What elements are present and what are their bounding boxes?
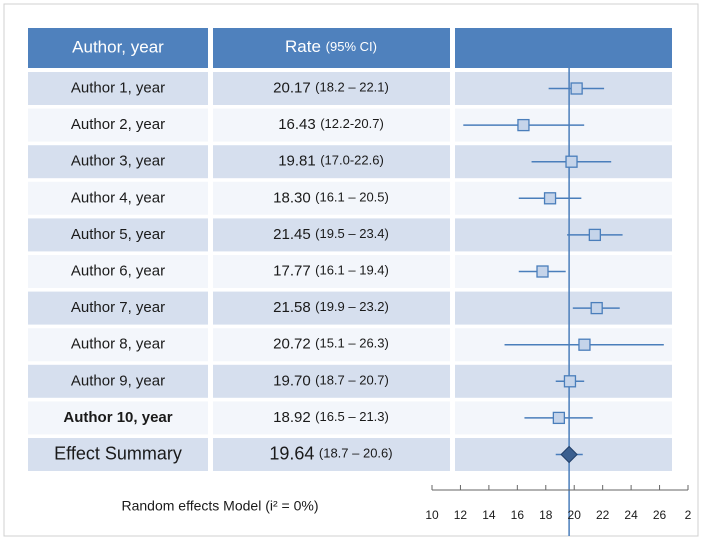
row-cell: [28, 364, 208, 398]
rate-text: 21.45 (19.5 – 23.4): [273, 226, 389, 243]
rate-value: 16.43: [278, 116, 316, 133]
rate-value: 20.17: [273, 79, 311, 96]
rate-value: 18.30: [273, 189, 311, 206]
row-cell: [28, 108, 208, 142]
header-cell: [213, 28, 450, 68]
row-cell: [455, 291, 672, 325]
ci-text: (12.2-20.7): [320, 117, 384, 132]
rate-text: 18.30 (16.1 – 20.5): [273, 189, 389, 206]
rate-value: 21.58: [273, 299, 311, 316]
x-tick-label: 18: [539, 508, 553, 522]
row-cell: [213, 218, 450, 252]
rate-text: 20.17 (18.2 – 22.1): [273, 79, 389, 96]
rate-text: 20.72 (15.1 – 26.3): [273, 336, 389, 353]
row-cell: [213, 364, 450, 398]
study-label: Author 2, year: [71, 116, 165, 133]
rate-text: 19.70 (18.7 – 20.7): [273, 372, 389, 389]
point-marker: [565, 155, 578, 168]
row-cell: [213, 145, 450, 179]
ci-text: (18.7 – 20.6): [319, 446, 393, 461]
study-label: Author 5, year: [71, 226, 165, 243]
point-marker: [517, 118, 530, 132]
row-cell: [213, 401, 450, 435]
row-cell: [213, 181, 450, 215]
x-tick-label: 14: [482, 508, 496, 522]
header-cell: [455, 28, 672, 68]
ci-text: (15.1 – 26.3): [315, 336, 389, 351]
study-label: Author 10, year: [63, 409, 172, 426]
rate-text: 18.92 (16.5 – 21.3): [273, 409, 389, 426]
ci-text: (16.1 – 20.5): [315, 190, 389, 205]
rate-text: 17.77 (16.1 – 19.4): [273, 262, 389, 279]
row-cell: [28, 291, 208, 325]
point-marker: [543, 192, 557, 205]
x-tick-label: 20: [568, 508, 582, 522]
study-label: Effect Summary: [54, 443, 182, 463]
row-cell: [213, 328, 450, 362]
row-cell: [213, 255, 450, 288]
point-marker: [588, 228, 601, 242]
footnote: Random effects Model (i² = 0%): [122, 498, 319, 514]
study-label: Author 9, year: [71, 372, 165, 389]
point-marker: [578, 338, 591, 351]
header-author: Author, year: [72, 37, 164, 56]
row-cell: [28, 218, 208, 252]
x-tick-label: 2: [685, 508, 692, 522]
ci-text: (16.5 – 21.3): [315, 409, 389, 424]
row-cell: [28, 328, 208, 362]
row-cell: [213, 438, 450, 471]
header-ci-label: (95% CI): [326, 39, 377, 54]
rate-value: 19.64: [269, 443, 314, 463]
x-tick-label: 22: [596, 508, 610, 522]
study-label: Author 4, year: [71, 189, 165, 206]
x-tick-label: 24: [624, 508, 638, 522]
study-label: Author 1, year: [71, 79, 165, 96]
ci-text: (16.1 – 19.4): [315, 263, 389, 278]
point-marker: [536, 265, 549, 278]
summary-diamond: [560, 445, 578, 464]
x-tick-label: 16: [511, 508, 525, 522]
ci-text: (17.0-22.6): [320, 153, 384, 168]
study-label: Author 6, year: [71, 262, 165, 279]
header-rate-label: Rate: [285, 37, 321, 56]
ci-text: (19.5 – 23.4): [315, 226, 389, 241]
study-label: Author 3, year: [71, 153, 165, 170]
x-tick-label: 10: [425, 508, 439, 522]
row-cell: [213, 291, 450, 325]
x-tick-label: 26: [653, 508, 667, 522]
header-rate: Rate (95% CI): [285, 37, 377, 56]
rate-value: 20.72: [273, 336, 311, 353]
row-cell: [213, 72, 450, 105]
header-cell: [28, 28, 208, 68]
ci-text: (18.7 – 20.7): [315, 373, 389, 388]
study-label: Author 8, year: [71, 336, 165, 353]
row-cell: [28, 72, 208, 105]
rate-value: 19.81: [278, 153, 316, 170]
ci-text: (19.9 – 23.2): [315, 300, 389, 315]
rate-text: 21.58 (19.9 – 23.2): [273, 299, 389, 316]
point-marker: [590, 301, 603, 315]
rate-value: 18.92: [273, 409, 311, 426]
row-cell: [28, 401, 208, 435]
row-cell: [28, 145, 208, 179]
point-marker: [563, 375, 577, 388]
row-cell: [28, 438, 208, 471]
point-marker: [570, 82, 583, 95]
rate-value: 17.77: [273, 262, 311, 279]
x-tick-label: 12: [454, 508, 468, 522]
rate-value: 19.70: [273, 372, 311, 389]
row-cell: [28, 255, 208, 288]
point-marker: [552, 411, 566, 425]
row-cell: [28, 181, 208, 215]
study-label: Author 7, year: [71, 299, 165, 316]
ci-text: (18.2 – 22.1): [315, 80, 389, 95]
rate-text: 16.43 (12.2-20.7): [278, 116, 384, 133]
rate-value: 21.45: [273, 226, 311, 243]
rate-text: 19.81 (17.0-22.6): [278, 153, 384, 170]
rate-text: 19.64 (18.7 – 20.6): [269, 443, 392, 463]
row-cell: [213, 108, 450, 142]
row-cell: [455, 218, 672, 252]
